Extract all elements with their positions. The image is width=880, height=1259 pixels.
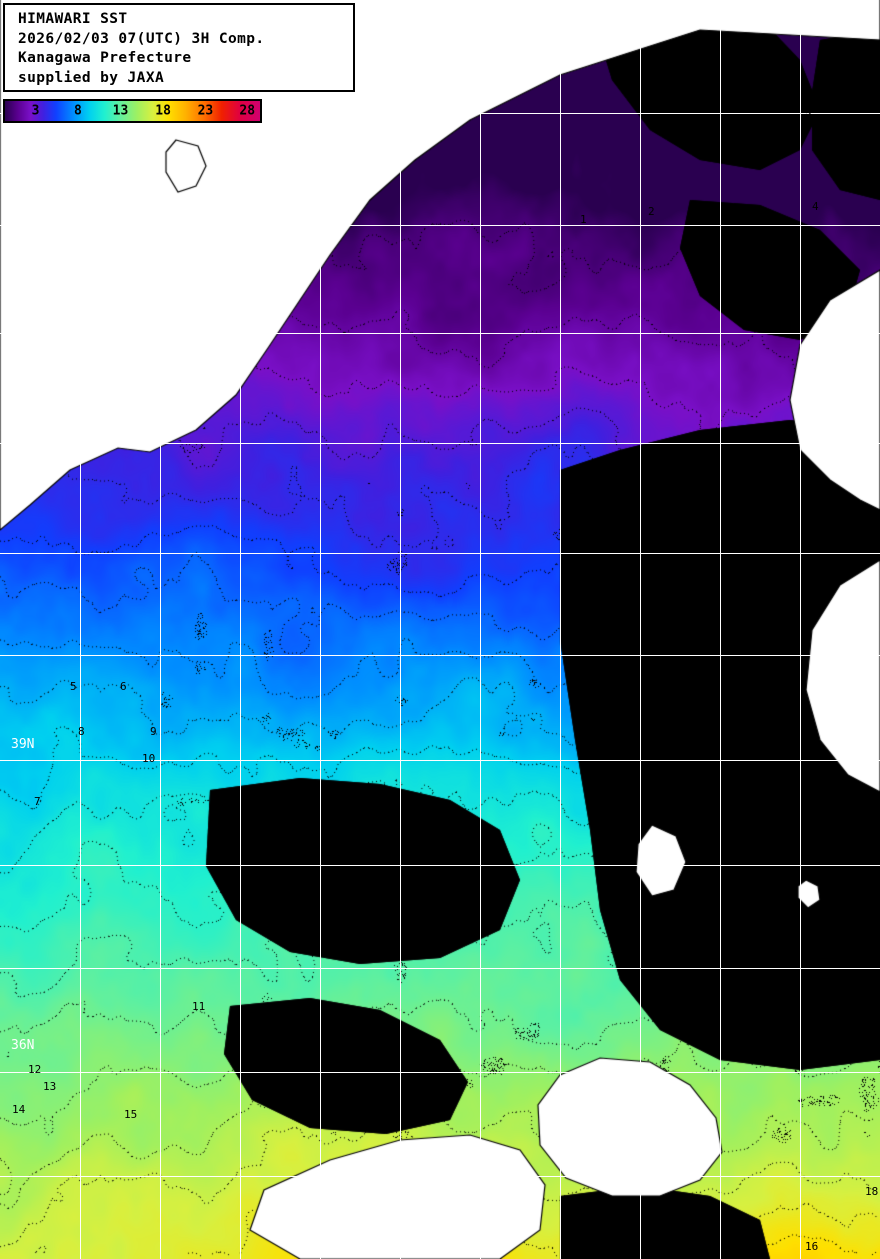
title-line-region: Kanagawa Prefecture [18, 50, 192, 66]
title-line-supplier: supplied by JAXA [18, 69, 165, 86]
title-legend-box: HIMAWARI SST 2026/02/03 07(UTC) 3H Comp.… [3, 3, 355, 92]
colorbar-gradient [5, 101, 260, 121]
title-line-datetime: 2026/02/03 07(UTC) 3H Comp. [18, 30, 265, 47]
temperature-colorbar: 3 8 13 18 23 28 [3, 99, 262, 123]
title-line-sensor: HIMAWARI SST [18, 11, 128, 27]
